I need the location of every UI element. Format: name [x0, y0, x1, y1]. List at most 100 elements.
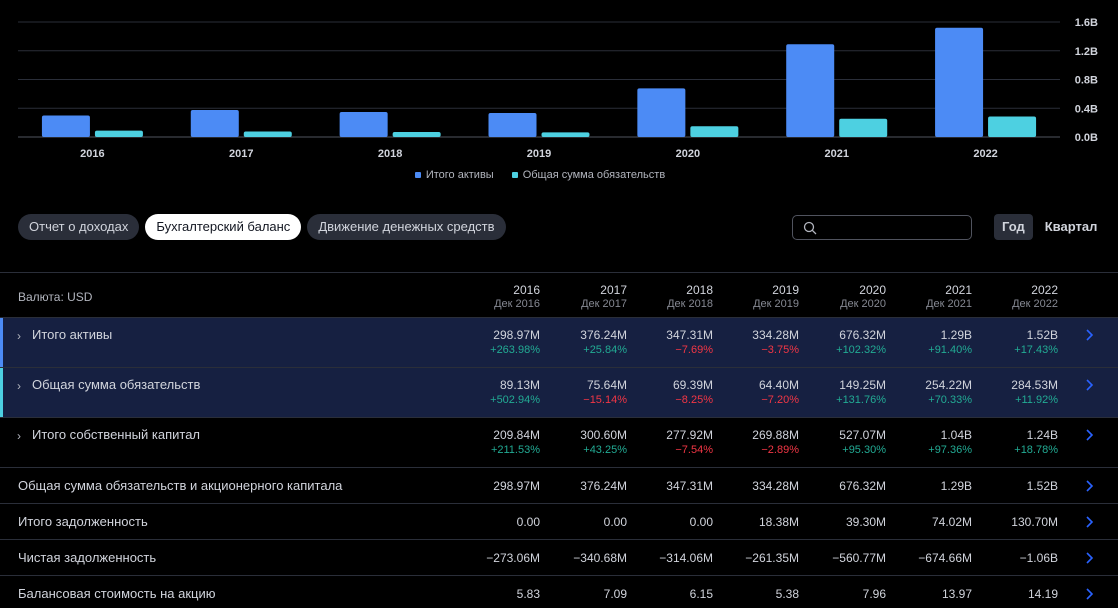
tab-income-statement[interactable]: Отчет о доходах: [18, 214, 140, 240]
cell-change: +502.94%: [490, 394, 540, 406]
column-year-2022: 2022: [1031, 283, 1058, 297]
legend-swatch-liabilities: [511, 172, 518, 178]
cell-value: 5.38: [775, 587, 799, 601]
x-tick-label: 2020: [676, 148, 700, 160]
cell-value: 284.53M: [1011, 378, 1058, 392]
cell-value: 89.13M: [499, 378, 540, 392]
balance-chart: 0.0B 0.4B 0.8B 1.2B 1.6B 2016 2017 2018 2019 2020…: [18, 17, 1098, 160]
chevron-right-icon[interactable]: [1082, 378, 1096, 392]
cell-value: 39.30M: [845, 515, 886, 529]
cell-value: 1.24B: [1026, 428, 1058, 442]
row-label: Итого собственный капитал: [32, 427, 201, 442]
period-quarter-button[interactable]: Квартал: [1044, 219, 1098, 234]
search-icon: [803, 221, 817, 235]
cell-change: +25.84%: [583, 344, 627, 356]
bar-liabilities-2020[interactable]: [690, 126, 739, 137]
cell-change: +91.40%: [928, 344, 972, 356]
cell-change: −15.14%: [583, 394, 627, 406]
x-tick-label: 2018: [378, 148, 402, 160]
cell-value: 300.60M: [580, 428, 627, 442]
period-year-button[interactable]: Год: [994, 214, 1033, 240]
column-period-2019: Дек 2019: [753, 298, 799, 310]
cell-change: +18.78%: [1014, 444, 1058, 456]
cell-value: 1.29B: [940, 479, 972, 493]
chevron-right-icon[interactable]: [1082, 428, 1096, 442]
legend-item-liabilities[interactable]: Общая сумма обязательств: [511, 169, 665, 181]
bar-assets-2016[interactable]: [41, 115, 90, 137]
table-row[interactable]: › Итого активы 298.97M 376.24M 347.31M 334.28…: [0, 318, 1118, 368]
y-tick-label: 0.4B: [1075, 103, 1098, 115]
cell-change: +11.92%: [1015, 394, 1058, 406]
cell-value: 75.64M: [586, 378, 627, 392]
bar-liabilities-2018[interactable]: [392, 132, 441, 137]
cell-value: 1.04B: [940, 428, 972, 442]
cell-value: −314.06M: [659, 551, 713, 565]
bar-assets-2019[interactable]: [488, 112, 537, 137]
currency-label: Валюта: USD: [18, 290, 93, 304]
period-toggle: Год Квартал: [994, 214, 1105, 240]
chevron-right-icon[interactable]: [1082, 587, 1096, 601]
tab-cash-flow[interactable]: Движение денежных средств: [307, 214, 506, 240]
table-row[interactable]: Чистая задолженность −273.06M −340.68M −314…: [0, 540, 1118, 576]
bar-assets-2022[interactable]: [935, 27, 984, 137]
column-year-2020: 2020: [859, 283, 886, 297]
cell-value: 209.84M: [493, 428, 540, 442]
row-label: Чистая задолженность: [18, 550, 157, 565]
cell-value: 376.24M: [580, 479, 627, 493]
cell-value: 347.31M: [666, 479, 713, 493]
bar-liabilities-2017[interactable]: [243, 131, 292, 137]
cell-value: 7.09: [603, 587, 627, 601]
cell-value: 254.22M: [925, 378, 972, 392]
x-tick-label: 2019: [527, 148, 551, 160]
bar-assets-2020[interactable]: [637, 88, 686, 137]
search-input[interactable]: [792, 215, 972, 240]
cell-value: 298.97M: [493, 328, 540, 342]
table-row[interactable]: Итого задолженность 0.00 0.00 0.00 18.38M 39.…: [0, 504, 1118, 540]
table-row[interactable]: › Итого собственный капитал 209.84M 300.60M…: [0, 418, 1118, 468]
bar-liabilities-2021[interactable]: [839, 118, 888, 137]
cell-value: 334.28M: [752, 479, 799, 493]
row-label: Общая сумма обязательств: [32, 377, 201, 392]
column-year-2018: 2018: [686, 283, 713, 297]
table-row[interactable]: Балансовая стоимость на акцию 5.83 7.09 6.1…: [0, 576, 1118, 608]
expand-chevron-icon[interactable]: ›: [17, 379, 21, 393]
chevron-right-icon[interactable]: [1082, 479, 1096, 493]
bar-liabilities-2019[interactable]: [541, 132, 590, 137]
bar-liabilities-2022[interactable]: [988, 116, 1037, 137]
y-tick-label: 0.0B: [1075, 132, 1098, 144]
cell-value: 1.29B: [940, 328, 972, 342]
cell-value: 130.70M: [1011, 515, 1058, 529]
table-row[interactable]: Общая сумма обязательств и акционерного …: [0, 468, 1118, 504]
column-period-2017: Дек 2017: [581, 298, 627, 310]
cell-value: 334.28M: [752, 328, 799, 342]
cell-value: 74.02M: [931, 515, 972, 529]
bar-assets-2021[interactable]: [786, 44, 835, 137]
cell-change: −7.20%: [761, 394, 799, 406]
row-label: Итого активы: [32, 327, 113, 342]
expand-chevron-icon[interactable]: ›: [17, 429, 21, 443]
cell-change: −2.89%: [761, 444, 799, 456]
cell-change: +263.98%: [490, 344, 540, 356]
cell-value: 1.52B: [1026, 479, 1058, 493]
y-tick-label: 1.2B: [1075, 46, 1098, 58]
y-tick-label: 1.6B: [1075, 17, 1098, 29]
legend-swatch-assets: [414, 172, 421, 178]
tab-balance-sheet[interactable]: Бухгалтерский баланс: [145, 214, 302, 240]
table-header: Валюта: USD 2016 Дек 2016 2017 Дек 2017 2018…: [0, 273, 1118, 318]
bar-liabilities-2016[interactable]: [94, 130, 143, 137]
table-row[interactable]: › Общая сумма обязательств 89.13M 75.64M 69.…: [0, 368, 1118, 418]
expand-chevron-icon[interactable]: ›: [17, 329, 21, 343]
chevron-right-icon[interactable]: [1082, 515, 1096, 529]
cell-value: 676.32M: [839, 328, 886, 342]
row-label: Итого задолженность: [18, 514, 148, 529]
cell-value: −674.66M: [918, 551, 972, 565]
chevron-right-icon[interactable]: [1082, 328, 1096, 342]
bar-assets-2018[interactable]: [339, 112, 388, 137]
chevron-right-icon[interactable]: [1082, 551, 1096, 565]
cell-change: +95.30%: [842, 444, 886, 456]
legend-item-assets[interactable]: Итого активы: [414, 169, 494, 181]
row-highlight-bar: [0, 318, 3, 367]
cell-change: +17.43%: [1014, 344, 1058, 356]
balance-sheet-table: Валюта: USD 2016 Дек 2016 2017 Дек 2017 2018…: [0, 272, 1118, 608]
bar-assets-2017[interactable]: [190, 109, 239, 137]
